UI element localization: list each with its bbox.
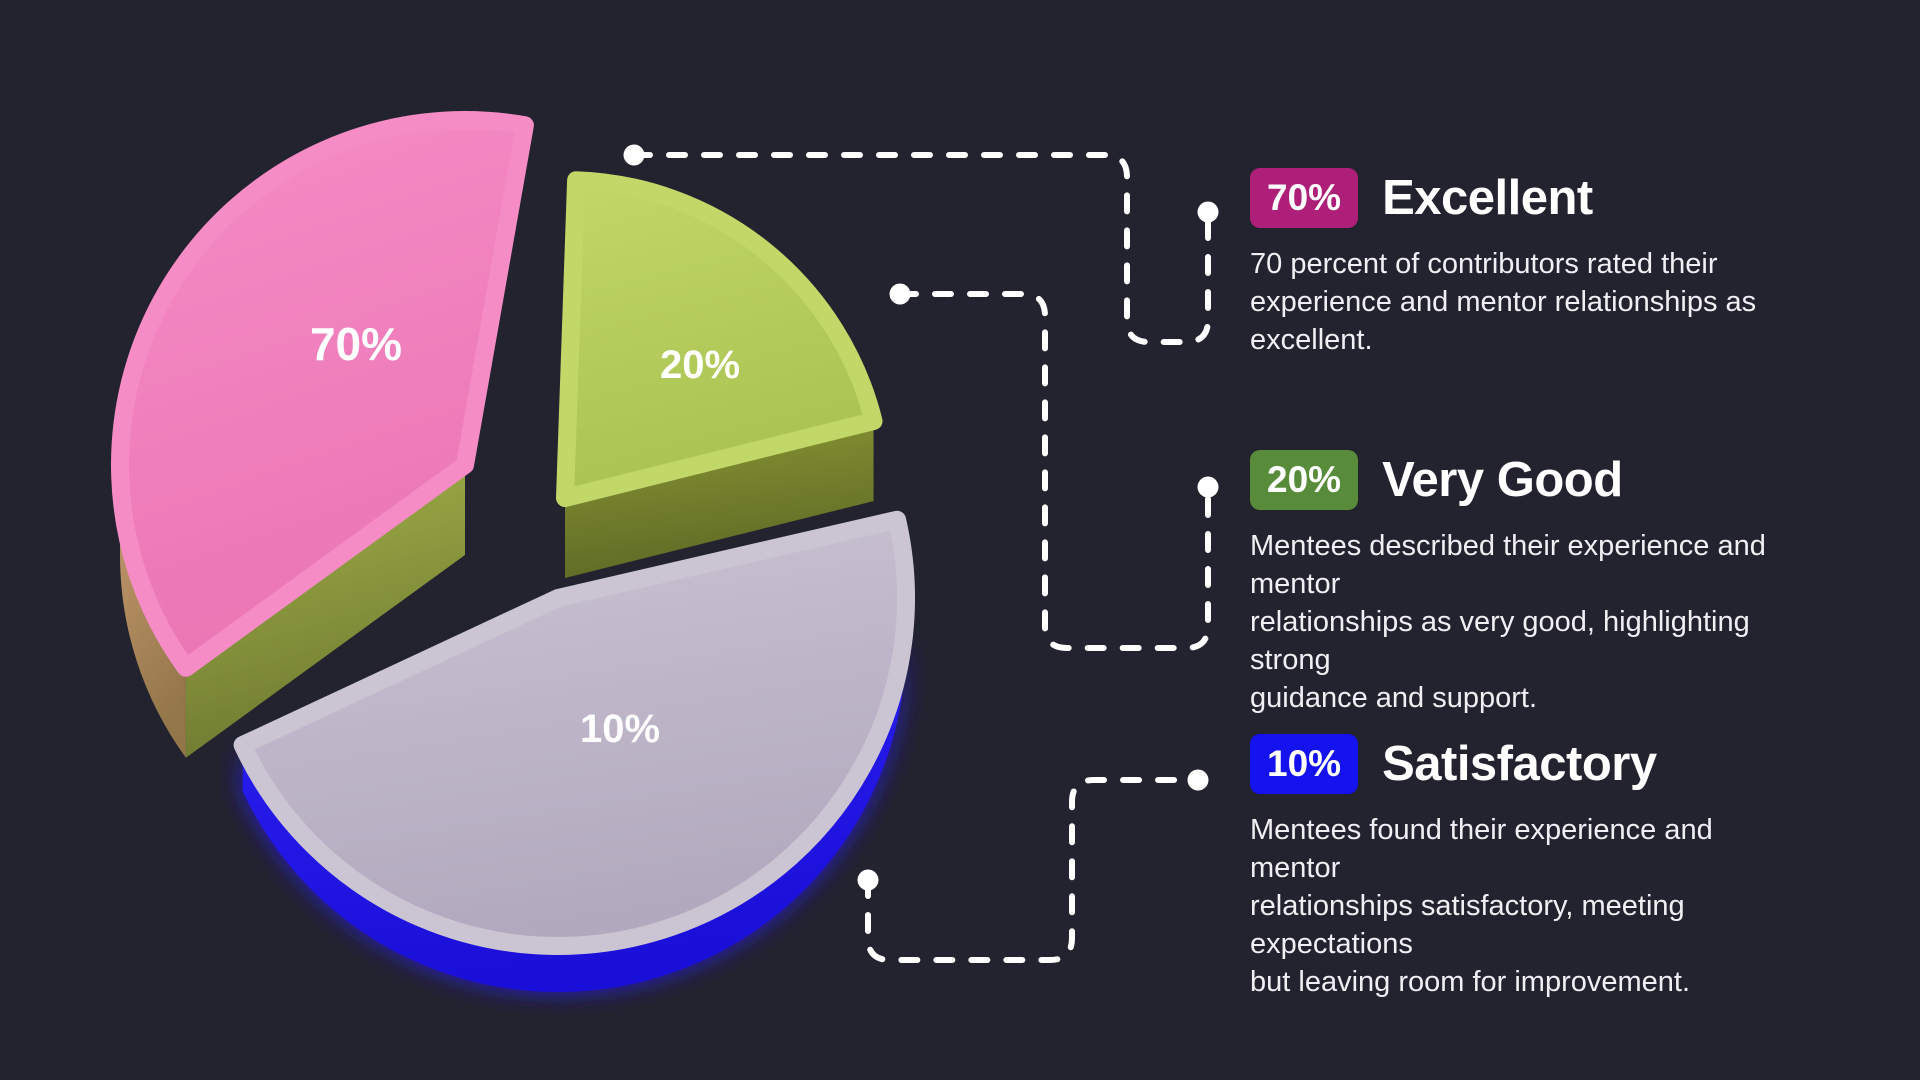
connector-line <box>631 152 1211 345</box>
legend-head-satisfactory: 10% Satisfactory <box>1250 734 1810 795</box>
connector-dot <box>1197 476 1219 498</box>
legend-title-excellent: Excellent <box>1382 171 1593 226</box>
slice-top-face <box>111 111 534 677</box>
slice-percent-label-excellent: 70% <box>310 318 402 370</box>
pie-slice-excellent: 70% <box>111 111 534 758</box>
pie-slice-satisfactory: 10% <box>233 510 915 992</box>
legend-item-very-good: 20% Very Good Mentees described their ex… <box>1250 450 1810 717</box>
connector-line <box>897 291 1211 651</box>
connector-dot <box>1187 769 1209 791</box>
legend-item-satisfactory: 10% Satisfactory Mentees found their exp… <box>1250 734 1810 1001</box>
legend-title-very-good: Very Good <box>1382 453 1623 508</box>
percent-badge-satisfactory: 10% <box>1250 734 1359 795</box>
legend-head-very-good: 20% Very Good <box>1250 450 1810 511</box>
connector-line <box>865 777 1201 963</box>
legend-head-excellent: 70% Excellent <box>1250 168 1810 229</box>
connector-dot <box>889 283 911 305</box>
slice-cut-face <box>565 421 874 578</box>
connector-1 <box>623 144 1219 345</box>
slice-percent-label-satisfactory: 10% <box>580 707 660 751</box>
pie-slice-very-good: 20% <box>556 171 883 578</box>
connector-dot <box>623 144 645 166</box>
connector-2 <box>889 283 1219 651</box>
connector-dot <box>1197 201 1219 223</box>
slice-top-face <box>233 510 915 955</box>
legend-item-excellent: 70% Excellent 70 percent of contributors… <box>1250 168 1810 359</box>
legend-desc-very-good: Mentees described their experience and m… <box>1250 530 1766 715</box>
connector-dot <box>857 869 879 891</box>
legend-desc-excellent: 70 percent of contributors rated their e… <box>1250 248 1757 357</box>
slice-cut-face <box>185 465 465 758</box>
legend-desc-satisfactory: Mentees found their experience and mento… <box>1250 814 1713 999</box>
legend-title-satisfactory: Satisfactory <box>1382 737 1657 792</box>
percent-badge-very-good: 20% <box>1250 450 1359 511</box>
slice-top-face <box>556 171 883 507</box>
slice-rim <box>120 465 186 758</box>
percent-badge-excellent: 70% <box>1250 168 1359 229</box>
connector-3 <box>857 769 1209 963</box>
slice-percent-label-very-good: 20% <box>660 343 740 387</box>
